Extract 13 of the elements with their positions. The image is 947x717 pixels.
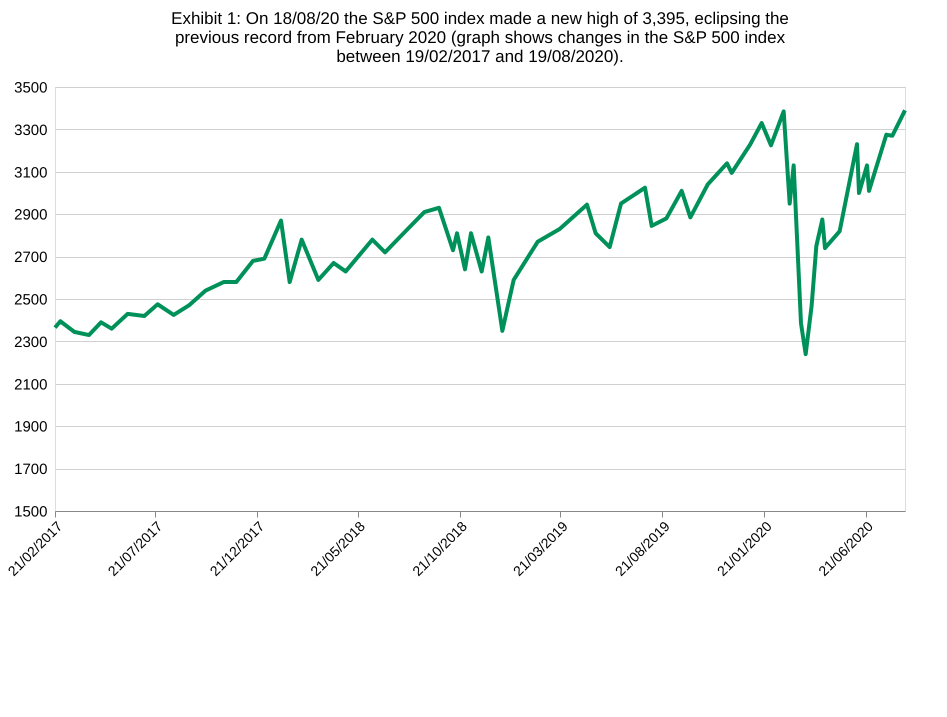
y-tick-label: 3500 [14, 80, 48, 96]
y-tick-label: 1700 [14, 461, 48, 478]
y-tick-label: 1500 [14, 504, 48, 520]
y-tick-label: 2100 [14, 376, 48, 394]
chart-title: Exhibit 1: On 18/08/20 the S&P 500 index made a new high of 3,395, eclipsing the previous record from February 2020 (graph shows changes in the S&P 500 index between 19/02/2017 and 19/08/2020). [171, 9, 789, 66]
line-series [53, 108, 907, 356]
y-tick-label: 2900 [14, 206, 48, 224]
y-tick-label: 3100 [14, 164, 48, 182]
y-tick-label: 1900 [14, 418, 48, 436]
y-tick-label: 2300 [14, 334, 48, 351]
y-tick-label: 2500 [14, 292, 48, 308]
y-tick-label: 2700 [14, 249, 48, 266]
y-tick-label: 3300 [14, 122, 48, 139]
